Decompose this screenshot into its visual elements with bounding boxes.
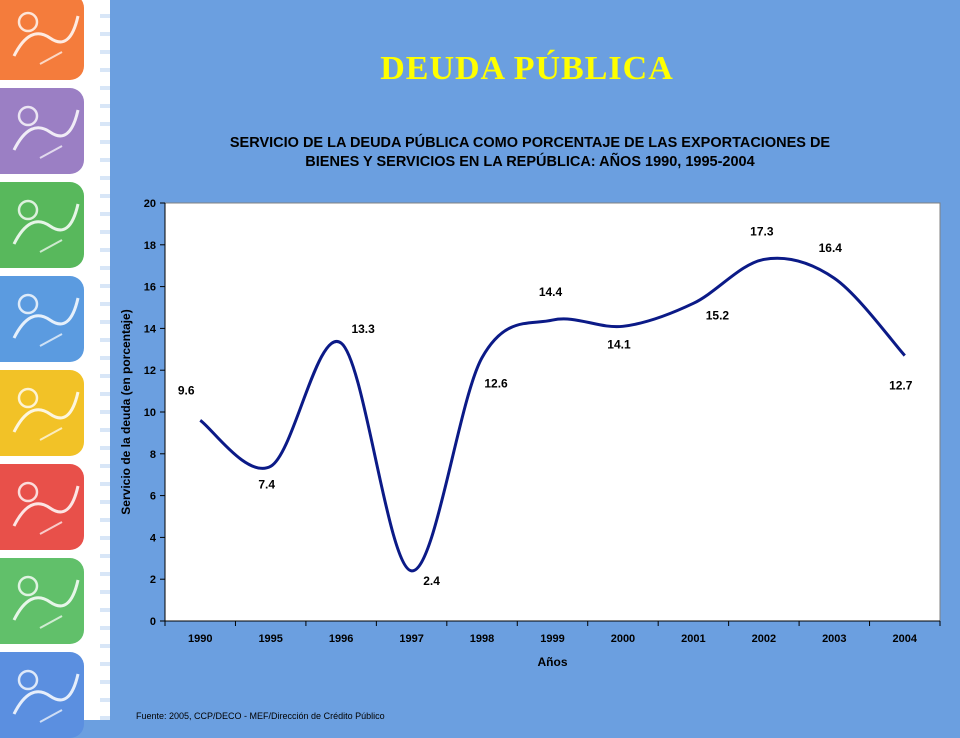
y-tick-label: 20 [144, 198, 156, 210]
y-axis-title: Servicio de la deuda (en porcentaje) [119, 309, 133, 514]
y-tick-label: 12 [144, 365, 156, 377]
data-label: 14.4 [539, 285, 563, 299]
y-tick-label: 4 [150, 532, 157, 544]
x-tick-label: 1995 [258, 633, 282, 645]
x-tick-label: 1990 [188, 633, 212, 645]
data-label: 7.4 [258, 477, 275, 491]
y-tick-label: 10 [144, 407, 156, 419]
y-tick-label: 6 [150, 491, 156, 503]
data-label: 16.4 [819, 241, 843, 255]
data-label: 2.4 [423, 574, 440, 588]
y-tick-label: 14 [144, 323, 157, 335]
data-label: 17.3 [750, 224, 774, 238]
x-tick-label: 2002 [752, 633, 776, 645]
x-tick-label: 2004 [893, 633, 918, 645]
data-label: 9.6 [178, 383, 195, 397]
x-tick-label: 1996 [329, 633, 353, 645]
data-label: 12.7 [889, 379, 913, 393]
x-tick-label: 2001 [681, 633, 705, 645]
y-tick-label: 2 [150, 574, 156, 586]
y-tick-label: 16 [144, 282, 156, 294]
plot-area [165, 203, 940, 621]
y-tick-label: 8 [150, 449, 156, 461]
data-label: 13.3 [351, 322, 375, 336]
x-tick-label: 1999 [540, 633, 564, 645]
x-tick-label: 2000 [611, 633, 635, 645]
x-tick-label: 2003 [822, 633, 846, 645]
data-label: 14.1 [607, 337, 631, 351]
y-tick-label: 0 [150, 616, 156, 628]
y-tick-label: 18 [144, 240, 156, 252]
debt-service-line-chart: 0 2 4 6 8 10 12 14 16 18 20 1990 1995 1996 1997 1998 199… [0, 0, 960, 720]
x-tick-label: 1998 [470, 633, 494, 645]
data-label: 15.2 [706, 308, 730, 322]
x-axis-title: Años [538, 655, 568, 669]
data-label: 12.6 [484, 377, 508, 391]
x-tick-label: 1997 [399, 633, 423, 645]
